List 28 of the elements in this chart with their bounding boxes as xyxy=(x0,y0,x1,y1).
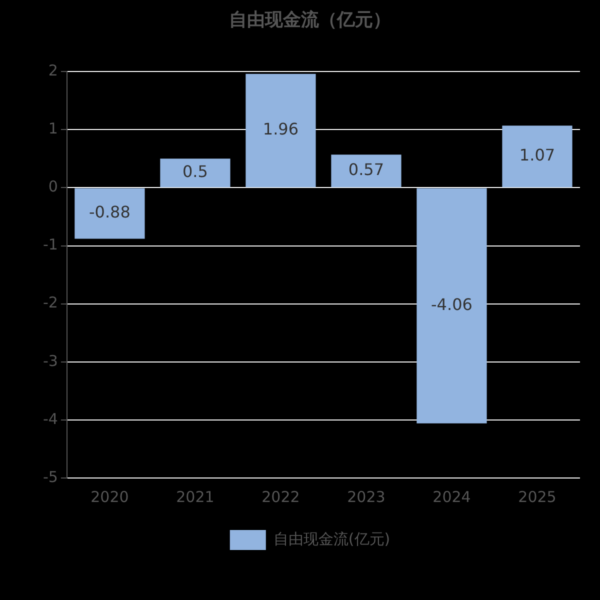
y-tick-label: 2 xyxy=(48,61,58,80)
y-tick-label: -1 xyxy=(42,236,58,254)
x-tick-label: 2024 xyxy=(432,488,471,506)
data-label: 0.57 xyxy=(348,160,384,180)
data-label: 1.07 xyxy=(519,146,556,165)
bar xyxy=(502,126,572,188)
y-tick-label: 0 xyxy=(48,178,58,196)
data-label: -0.88 xyxy=(89,202,130,222)
data-label: 1.96 xyxy=(262,120,299,139)
bar xyxy=(74,188,145,239)
chart-title: 自由现金流（亿元） xyxy=(229,9,391,30)
y-tick-label: -3 xyxy=(42,352,58,370)
x-tick-label: 2020 xyxy=(90,488,129,506)
legend-label: 自由现金流(亿元) xyxy=(273,530,390,548)
data-label: 0.5 xyxy=(182,162,208,182)
data-label: -4.06 xyxy=(431,294,472,314)
bar xyxy=(160,158,230,188)
x-tick-label: 2023 xyxy=(347,488,386,506)
y-tick-label: -5 xyxy=(42,468,58,486)
x-tick-label: 2025 xyxy=(518,488,556,506)
y-tick-label: -2 xyxy=(42,294,58,312)
bar xyxy=(416,188,487,424)
bar xyxy=(246,74,316,188)
x-tick-label: 2022 xyxy=(262,488,300,506)
x-tick-label: 2021 xyxy=(176,488,214,506)
bar xyxy=(331,154,402,188)
y-tick-label: -4 xyxy=(42,410,58,428)
y-tick-label: 1 xyxy=(48,120,58,138)
